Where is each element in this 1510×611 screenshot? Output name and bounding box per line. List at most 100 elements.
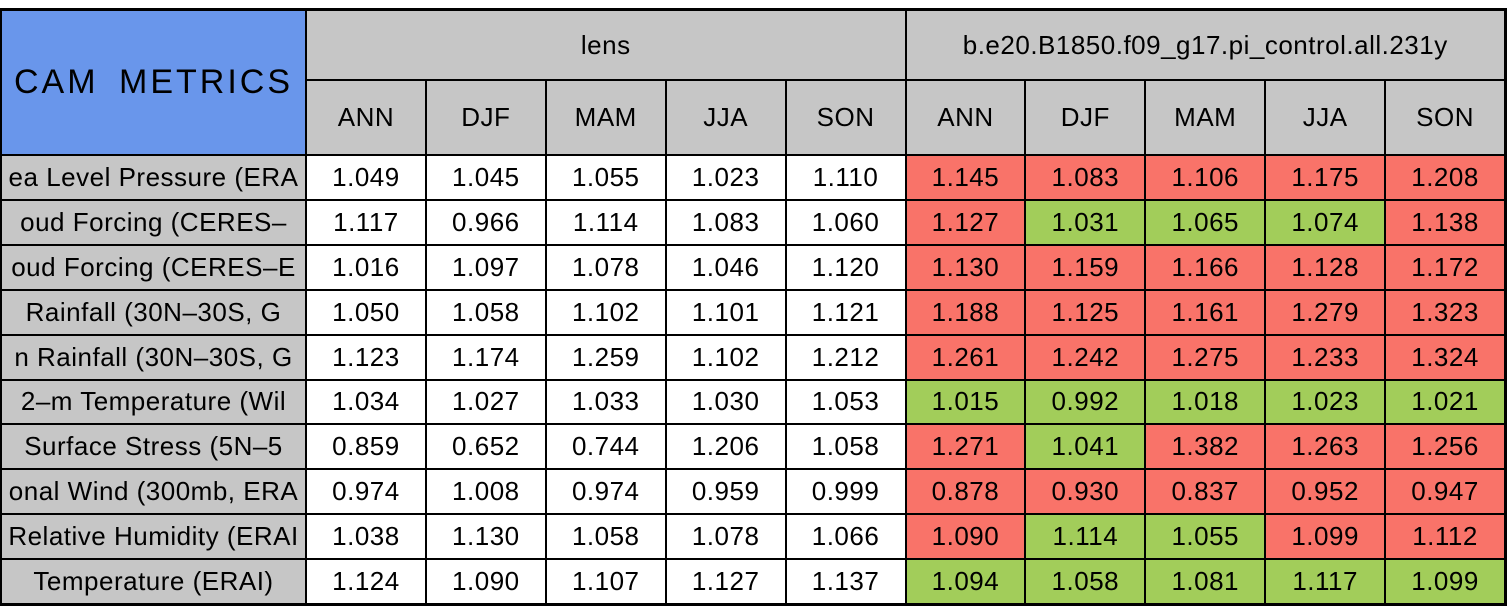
group-header-lens-label: lens xyxy=(580,29,631,60)
lens-value-cell: 1.123 xyxy=(307,335,425,379)
lens-value-cell: 0.974 xyxy=(307,470,425,514)
control-value-cell: 0.952 xyxy=(1266,470,1385,514)
season-header-lens-djf: DJF xyxy=(426,81,545,154)
lens-value-cell: 1.120 xyxy=(786,245,905,289)
lens-value-cell: 1.107 xyxy=(546,560,665,603)
control-value-cell: 1.271 xyxy=(906,425,1025,469)
lens-value-cell: 1.027 xyxy=(426,380,545,424)
control-value-cell: 1.138 xyxy=(1386,200,1504,244)
lens-value-cell: 1.121 xyxy=(786,290,905,334)
row-label: Rainfall (30N–30S, G xyxy=(2,290,305,334)
control-value-cell: 1.145 xyxy=(906,156,1025,199)
control-value-cell: 1.242 xyxy=(1026,335,1145,379)
row-label: oud Forcing (CERES– xyxy=(2,200,305,244)
season-header-lens-jja: JJA xyxy=(666,81,785,154)
row-label: onal Wind (300mb, ERA xyxy=(2,470,305,514)
control-value-cell: 1.323 xyxy=(1386,290,1504,334)
lens-value-cell: 0.859 xyxy=(307,425,425,469)
lens-value-cell: 1.049 xyxy=(307,156,425,199)
lens-value-cell: 1.030 xyxy=(666,380,785,424)
control-value-cell: 1.130 xyxy=(906,245,1025,289)
control-value-cell: 1.083 xyxy=(1026,156,1145,199)
control-value-cell: 1.208 xyxy=(1386,156,1504,199)
row-label: Surface Stress (5N–5 xyxy=(2,425,305,469)
control-value-cell: 1.128 xyxy=(1266,245,1385,289)
control-value-cell: 1.188 xyxy=(906,290,1025,334)
lens-value-cell: 1.053 xyxy=(786,380,905,424)
lens-value-cell: 0.959 xyxy=(666,470,785,514)
lens-value-cell: 0.974 xyxy=(546,470,665,514)
lens-value-cell: 1.130 xyxy=(426,515,545,559)
lens-value-cell: 1.212 xyxy=(786,335,905,379)
table-title-cell: CAM METRICS xyxy=(2,11,305,154)
lens-value-cell: 0.652 xyxy=(426,425,545,469)
control-value-cell: 1.023 xyxy=(1266,380,1385,424)
season-header-control-son: SON xyxy=(1386,81,1504,154)
lens-value-cell: 0.744 xyxy=(546,425,665,469)
lens-value-cell: 1.137 xyxy=(786,560,905,603)
lens-value-cell: 1.124 xyxy=(307,560,425,603)
lens-value-cell: 1.127 xyxy=(666,560,785,603)
control-value-cell: 1.065 xyxy=(1146,200,1265,244)
control-value-cell: 1.112 xyxy=(1386,515,1504,559)
season-header-lens-mam: MAM xyxy=(546,81,665,154)
season-header-lens-son: SON xyxy=(786,81,905,154)
lens-value-cell: 1.046 xyxy=(666,245,785,289)
lens-value-cell: 0.966 xyxy=(426,200,545,244)
group-header-control-run-label: b.e20.B1850.f09_g17.pi_control.all.231y xyxy=(962,29,1448,60)
lens-value-cell: 1.023 xyxy=(666,156,785,199)
row-label: Temperature (ERAI) xyxy=(2,560,305,603)
control-value-cell: 1.172 xyxy=(1386,245,1504,289)
control-value-cell: 1.125 xyxy=(1026,290,1145,334)
control-value-cell: 1.263 xyxy=(1266,425,1385,469)
lens-value-cell: 1.117 xyxy=(307,200,425,244)
lens-value-cell: 1.058 xyxy=(546,515,665,559)
lens-value-cell: 1.050 xyxy=(307,290,425,334)
control-value-cell: 1.031 xyxy=(1026,200,1145,244)
season-header-control-djf: DJF xyxy=(1026,81,1145,154)
control-value-cell: 1.074 xyxy=(1266,200,1385,244)
control-value-cell: 1.099 xyxy=(1386,560,1504,603)
season-header-control-mam: MAM xyxy=(1146,81,1265,154)
lens-value-cell: 1.102 xyxy=(546,290,665,334)
control-value-cell: 1.114 xyxy=(1026,515,1145,559)
control-value-cell: 1.090 xyxy=(906,515,1025,559)
control-value-cell: 1.081 xyxy=(1146,560,1265,603)
lens-value-cell: 1.101 xyxy=(666,290,785,334)
group-header-control-run: b.e20.B1850.f09_g17.pi_control.all.231y xyxy=(906,11,1504,79)
row-label: oud Forcing (CERES–E xyxy=(2,245,305,289)
lens-value-cell: 1.045 xyxy=(426,156,545,199)
control-value-cell: 0.947 xyxy=(1386,470,1504,514)
lens-value-cell: 1.058 xyxy=(426,290,545,334)
control-value-cell: 1.055 xyxy=(1146,515,1265,559)
table-title: CAM METRICS xyxy=(14,63,293,101)
lens-value-cell: 1.008 xyxy=(426,470,545,514)
lens-value-cell: 1.060 xyxy=(786,200,905,244)
lens-value-cell: 0.999 xyxy=(786,470,905,514)
control-value-cell: 1.018 xyxy=(1146,380,1265,424)
control-value-cell: 1.099 xyxy=(1266,515,1385,559)
control-value-cell: 1.261 xyxy=(906,335,1025,379)
control-value-cell: 1.256 xyxy=(1386,425,1504,469)
lens-value-cell: 1.078 xyxy=(546,245,665,289)
lens-value-cell: 1.038 xyxy=(307,515,425,559)
control-value-cell: 1.233 xyxy=(1266,335,1385,379)
control-value-cell: 1.382 xyxy=(1146,425,1265,469)
control-value-cell: 1.324 xyxy=(1386,335,1504,379)
season-header-control-jja: JJA xyxy=(1266,81,1385,154)
control-value-cell: 1.161 xyxy=(1146,290,1265,334)
lens-value-cell: 1.110 xyxy=(786,156,905,199)
control-value-cell: 1.015 xyxy=(906,380,1025,424)
lens-value-cell: 1.034 xyxy=(307,380,425,424)
lens-value-cell: 1.097 xyxy=(426,245,545,289)
lens-value-cell: 1.058 xyxy=(786,425,905,469)
lens-value-cell: 1.090 xyxy=(426,560,545,603)
lens-value-cell: 1.102 xyxy=(666,335,785,379)
lens-value-cell: 1.078 xyxy=(666,515,785,559)
lens-value-cell: 1.066 xyxy=(786,515,905,559)
lens-value-cell: 1.259 xyxy=(546,335,665,379)
row-label: n Rainfall (30N–30S, G xyxy=(2,335,305,379)
control-value-cell: 0.992 xyxy=(1026,380,1145,424)
lens-value-cell: 1.033 xyxy=(546,380,665,424)
lens-value-cell: 1.083 xyxy=(666,200,785,244)
